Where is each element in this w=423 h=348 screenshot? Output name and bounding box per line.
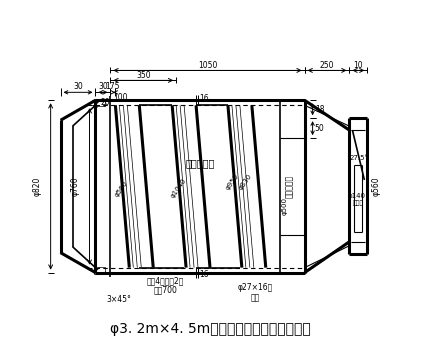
Text: φ1040: φ1040 <box>169 177 187 199</box>
Text: 27.5°: 27.5° <box>350 155 369 161</box>
Text: φ820: φ820 <box>32 177 41 196</box>
Bar <box>94 99 105 106</box>
Text: 图锥沉淠区: 图锥沉淠区 <box>285 175 294 198</box>
Text: φ3. 2m×4. 5m球磨机螺旋溢流分级出料器: φ3. 2m×4. 5m球磨机螺旋溢流分级出料器 <box>110 322 310 337</box>
Text: φ950: φ950 <box>224 172 239 191</box>
Text: 1050: 1050 <box>198 61 217 70</box>
Text: 175: 175 <box>106 82 120 91</box>
Text: 250: 250 <box>320 61 334 70</box>
Text: 螺距700: 螺距700 <box>153 285 177 294</box>
Text: 内螺4头外螺2头: 内螺4头外螺2头 <box>146 276 184 285</box>
Text: 螺旋分级区: 螺旋分级区 <box>185 158 215 168</box>
Text: 均布: 均布 <box>250 293 259 302</box>
Text: 16: 16 <box>199 94 209 103</box>
Text: 350: 350 <box>136 71 151 80</box>
Text: φ27×16孔: φ27×16孔 <box>237 283 272 292</box>
Text: φ140: φ140 <box>347 193 365 199</box>
Text: 16: 16 <box>199 270 209 279</box>
Text: 30: 30 <box>73 82 83 91</box>
Text: φ830: φ830 <box>238 172 253 191</box>
Text: φ560: φ560 <box>114 179 129 198</box>
Bar <box>94 267 105 274</box>
Text: 100: 100 <box>113 93 128 102</box>
Text: φ560: φ560 <box>372 176 381 196</box>
Text: 18: 18 <box>315 105 324 114</box>
Text: 50: 50 <box>315 124 324 133</box>
Text: 20: 20 <box>101 98 110 107</box>
Text: φ760: φ760 <box>71 177 80 196</box>
Text: 10: 10 <box>354 61 363 70</box>
Text: 3×45°: 3×45° <box>106 295 131 304</box>
Text: 30: 30 <box>98 82 108 91</box>
Text: φ500: φ500 <box>282 197 288 215</box>
Text: 端盖板: 端盖板 <box>353 200 364 206</box>
